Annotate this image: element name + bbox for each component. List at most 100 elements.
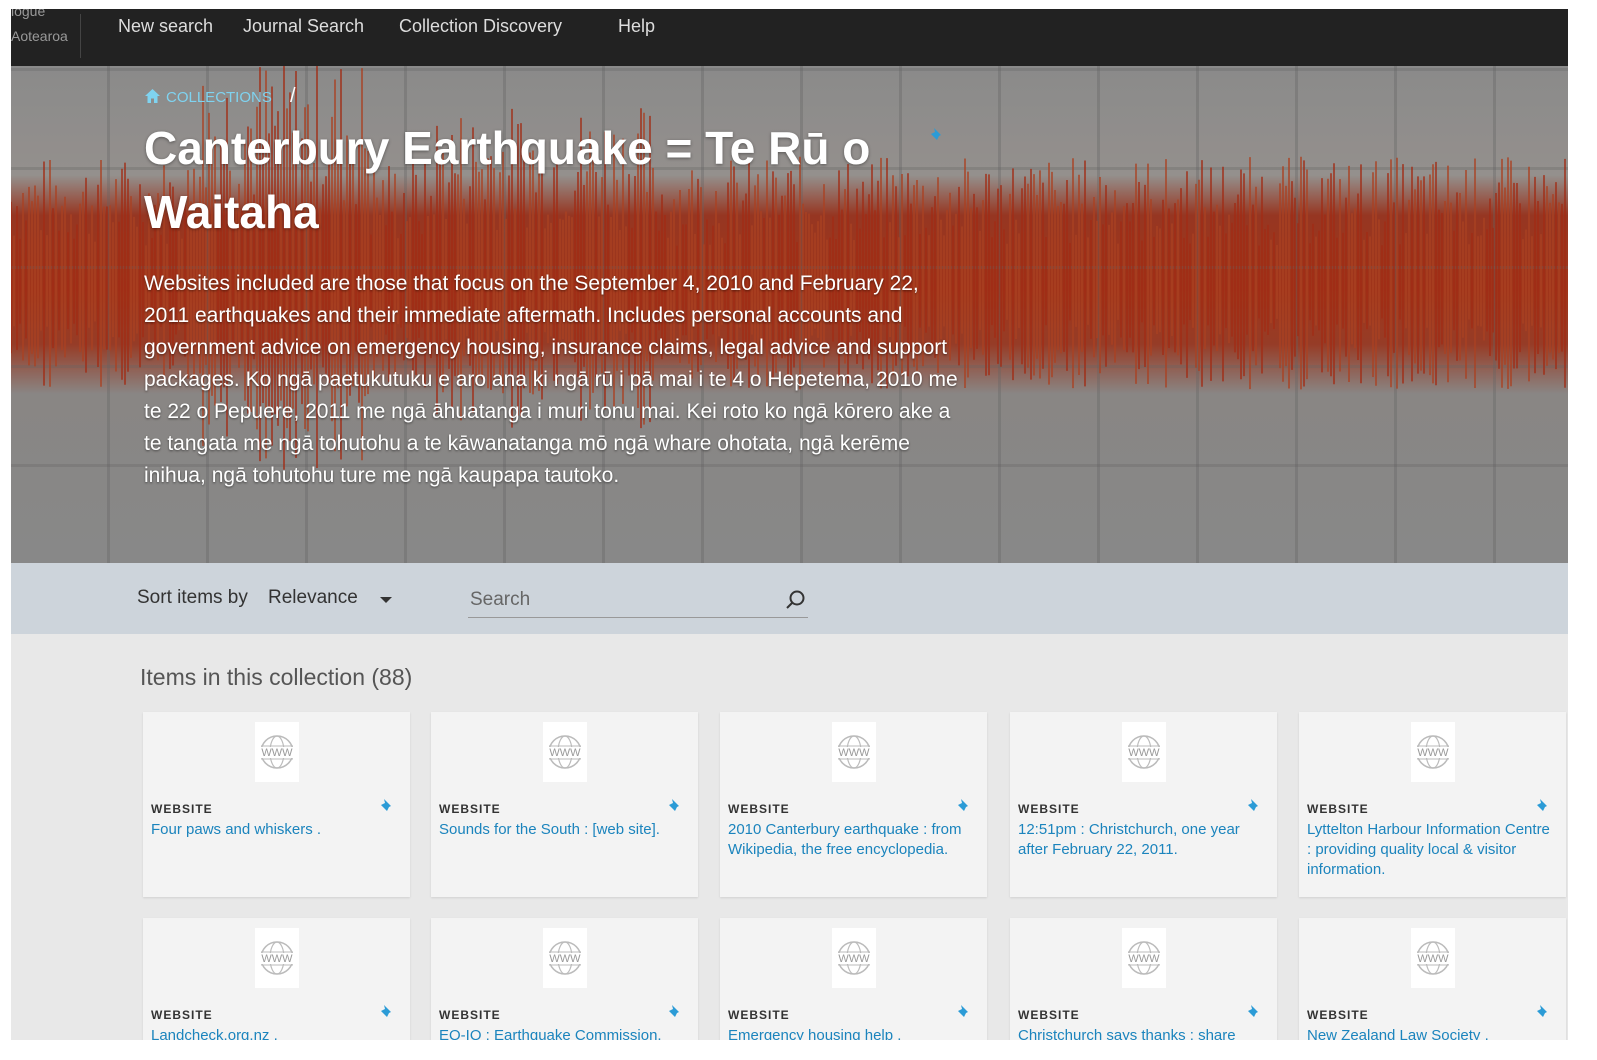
separator (80, 14, 81, 58)
nav-link[interactable]: New search (118, 16, 213, 37)
item-type: WEBSITE (1307, 1008, 1369, 1022)
dropdown-caret[interactable] (380, 597, 392, 603)
pin-icon[interactable] (957, 1004, 971, 1018)
item-title-link[interactable]: Christchurch says thanks : share (1018, 1026, 1263, 1040)
item-card[interactable]: WWW WEBSITE Emergency housing help . (720, 918, 987, 1040)
pin-icon[interactable] (1536, 798, 1550, 812)
item-card[interactable]: WWW WEBSITE Lyttelton Harbour Information … (1299, 712, 1566, 897)
nav-link[interactable]: Help (618, 16, 655, 37)
pin-button[interactable] (1247, 798, 1261, 817)
item-card[interactable]: WWW WEBSITE EQ-IQ : Earthquake Commission. (431, 918, 698, 1040)
item-card[interactable]: WWW WEBSITE 12:51pm : Christchurch, one ye… (1010, 712, 1277, 897)
item-type: WEBSITE (1018, 1008, 1080, 1022)
item-card[interactable]: WWW WEBSITE Sounds for the South : [web si… (431, 712, 698, 897)
icon-label: WWW (838, 953, 870, 965)
item-type: WEBSITE (1018, 802, 1080, 816)
item-card[interactable]: WWW WEBSITE New Zealand Law Society . (1299, 918, 1566, 1040)
logo-text[interactable]: logue (11, 9, 45, 19)
globe: WWW (1124, 734, 1164, 770)
pin-icon[interactable] (668, 798, 682, 812)
items-heading: Items in this collection (88) (140, 664, 412, 691)
item-type: WEBSITE (728, 802, 790, 816)
pin-button[interactable] (668, 798, 682, 817)
item-title-link[interactable]: EQ-IQ : Earthquake Commission. (439, 1026, 684, 1040)
www-icon: WWW (1122, 722, 1166, 782)
www-icon: WWW (543, 928, 587, 988)
icon-label: WWW (261, 747, 293, 759)
pin-button[interactable] (1247, 1004, 1261, 1023)
globe: WWW (1124, 940, 1164, 976)
toolbar: Sort items by Relevance Search (11, 563, 1568, 634)
pin-button[interactable] (1536, 798, 1550, 817)
search-icon[interactable] (784, 589, 806, 611)
item-card[interactable]: WWW WEBSITE Christchurch says thanks : sha… (1010, 918, 1277, 1040)
search-input[interactable]: Search (468, 583, 808, 618)
www-icon: WWW (832, 928, 876, 988)
www-icon: WWW (1122, 928, 1166, 988)
breadcrumb-separator: / (290, 85, 296, 108)
breadcrumb-link[interactable]: COLLECTIONS (166, 89, 272, 106)
www-icon: WWW (832, 722, 876, 782)
item-title-link[interactable]: Four paws and whiskers . (151, 820, 396, 840)
item-title-link[interactable]: Landcheck.org.nz . (151, 1026, 396, 1040)
item-title-link[interactable]: Sounds for the South : [web site]. (439, 820, 684, 840)
sort-dropdown[interactable]: Relevance (268, 587, 358, 609)
www-icon: WWW (1411, 722, 1455, 782)
pin-button[interactable] (380, 798, 394, 817)
nav-bar: logue Aotearoa New search Journal Search… (11, 9, 1568, 66)
pin-button[interactable] (380, 1004, 394, 1023)
globe: WWW (257, 734, 297, 770)
pin-icon[interactable] (668, 1004, 682, 1018)
icon-label: WWW (549, 747, 581, 759)
globe: WWW (1413, 940, 1453, 976)
pin-icon[interactable] (1536, 1004, 1550, 1018)
globe: WWW (257, 940, 297, 976)
item-type: WEBSITE (151, 1008, 213, 1022)
pin-button[interactable] (957, 798, 971, 817)
item-card[interactable]: WWW WEBSITE Landcheck.org.nz . (143, 918, 410, 1040)
item-title-link[interactable]: Emergency housing help . (728, 1026, 973, 1040)
item-type: WEBSITE (728, 1008, 790, 1022)
pin-button[interactable] (1536, 1004, 1550, 1023)
icon-label: WWW (1417, 747, 1449, 759)
pin-icon[interactable] (929, 126, 945, 142)
pin-icon[interactable] (380, 1004, 394, 1018)
pin-icon[interactable] (380, 798, 394, 812)
globe: WWW (1413, 734, 1453, 770)
www-icon: WWW (543, 722, 587, 782)
page: logue Aotearoa New search Journal Search… (0, 0, 1597, 1060)
item-type: WEBSITE (151, 802, 213, 816)
icon-label: WWW (1128, 747, 1160, 759)
item-card[interactable]: WWW WEBSITE Four paws and whiskers . (143, 712, 410, 897)
item-type: WEBSITE (439, 802, 501, 816)
sort-label: Sort items by (137, 587, 248, 609)
logo-text[interactable]: Aotearoa (11, 28, 68, 44)
globe: WWW (834, 940, 874, 976)
item-title-link[interactable]: 2010 Canterbury earthquake : from Wikipe… (728, 820, 973, 860)
item-title-link[interactable]: New Zealand Law Society . (1307, 1026, 1552, 1040)
browser-view: logue Aotearoa New search Journal Search… (11, 9, 1568, 1040)
item-type: WEBSITE (1307, 802, 1369, 816)
globe: WWW (545, 940, 585, 976)
collection-title: Canterbury Earthquake = Te Rū o Waitaha (144, 116, 924, 244)
pin-icon[interactable] (1247, 798, 1261, 812)
nav-link[interactable]: Journal Search (243, 16, 364, 37)
item-card[interactable]: WWW WEBSITE 2010 Canterbury earthquake : f… (720, 712, 987, 897)
www-icon: WWW (255, 928, 299, 988)
www-icon: WWW (255, 722, 299, 782)
globe: WWW (834, 734, 874, 770)
icon-label: WWW (838, 747, 870, 759)
item-type: WEBSITE (439, 1008, 501, 1022)
collection-description: Websites included are those that focus o… (144, 268, 964, 492)
search-placeholder: Search (470, 589, 530, 611)
pin-button[interactable] (957, 1004, 971, 1023)
icon-label: WWW (1417, 953, 1449, 965)
pin-button[interactable] (668, 1004, 682, 1023)
pin-icon[interactable] (1247, 1004, 1261, 1018)
item-title-link[interactable]: Lyttelton Harbour Information Centre : p… (1307, 820, 1552, 880)
icon-label: WWW (261, 953, 293, 965)
nav-link[interactable]: Collection Discovery (399, 16, 562, 37)
pin-icon[interactable] (957, 798, 971, 812)
item-title-link[interactable]: 12:51pm : Christchurch, one year after F… (1018, 820, 1263, 860)
home-icon (144, 88, 161, 104)
